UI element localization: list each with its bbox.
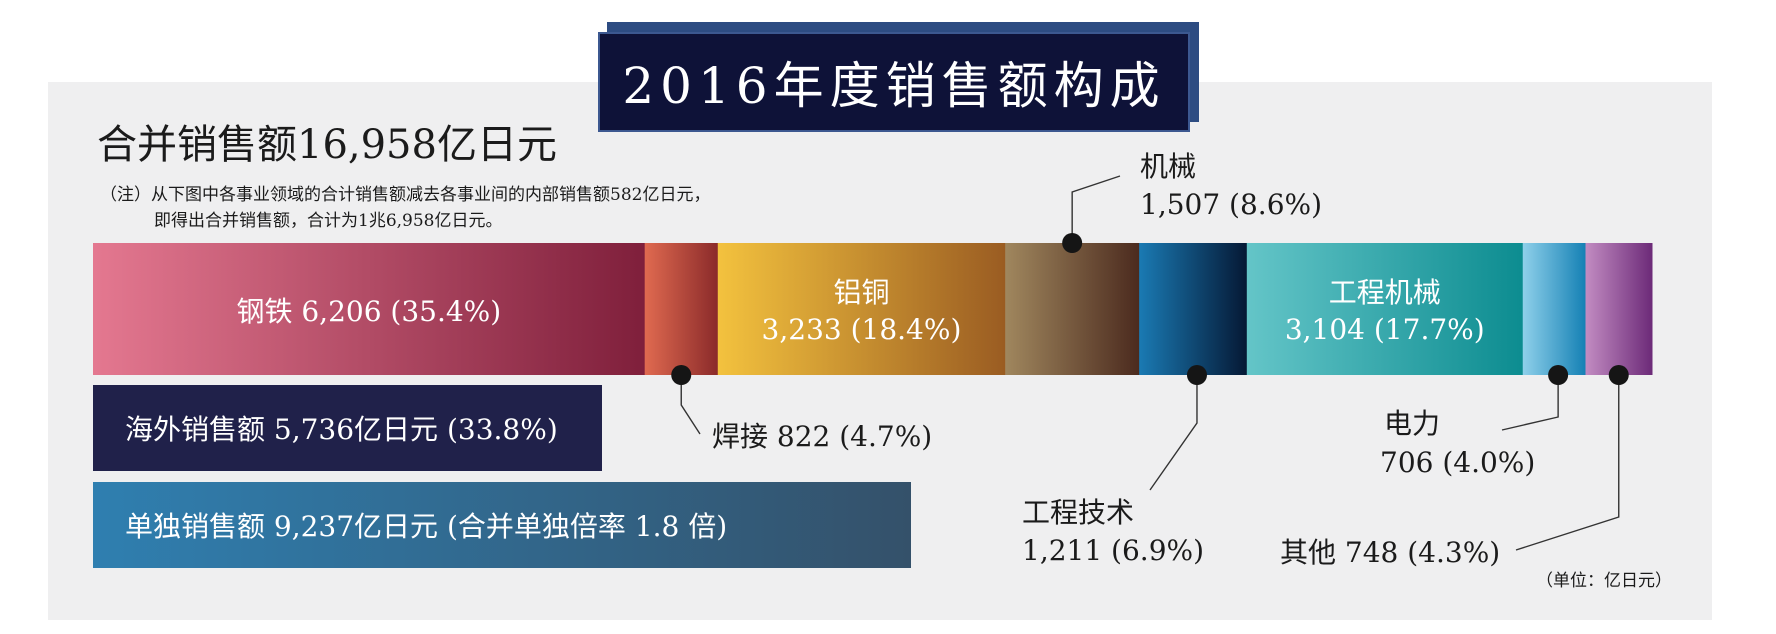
data-label-electric-power-name: 电力 [1384, 407, 1440, 440]
data-label-construction-machinery-value: 3,104 (17.7%) [1285, 313, 1485, 346]
marker-dot-engineering [1186, 365, 1207, 385]
bar-segment-other [1585, 243, 1653, 375]
note-line-1: （注）从下图中各事业领域的合计销售额减去各事业间的内部销售额582亿日元， [100, 185, 711, 205]
data-label-aluminum-copper-name: 铝铜 [833, 276, 889, 309]
standalone-sales-text: 单独销售额 9,237亿日元 (合并单独倍率 1.8 倍) [125, 510, 728, 543]
leader-line-other [1515, 375, 1620, 551]
marker-dot-electric-power [1548, 365, 1569, 385]
data-label-aluminum-copper-value: 3,233 (18.4%) [762, 313, 962, 346]
bar-segment-machinery [1005, 243, 1140, 375]
marker-dot-welding [671, 365, 692, 385]
data-label-steel: 钢铁 6,206 (35.4%) [236, 295, 501, 328]
overseas-sales-text: 海外销售额 5,736亿日元 (33.8%) [125, 413, 558, 446]
data-label-engineering-value: 1,211 (6.9%) [1022, 534, 1204, 567]
bar-segment-engineering [1139, 243, 1248, 375]
bar-segment-aluminum-copper [717, 243, 1006, 375]
leader-line-machinery [1071, 175, 1121, 243]
overseas-sales-box: 海外销售额 5,736亿日元 (33.8%) [93, 385, 602, 471]
leader-line-electric-power [1501, 375, 1559, 431]
title-banner: 2016年度销售额构成 [598, 32, 1190, 132]
bar-segment-construction-machinery [1246, 243, 1524, 375]
data-label-machinery-name: 机械 [1140, 150, 1196, 183]
unit-label: （单位：亿日元） [1536, 571, 1672, 591]
data-label-welding: 焊接 822 (4.7%) [712, 420, 932, 453]
note-line-2: 即得出合并销售额，合计为1兆6,958亿日元。 [154, 211, 503, 231]
data-label-other: 其他 748 (4.3%) [1280, 536, 1500, 569]
leader-line-engineering [1149, 375, 1198, 491]
bar-segment-electric-power [1522, 243, 1587, 375]
total-sales-heading: 合并销售额16,958亿日元 [97, 122, 557, 168]
bar-segment-steel [93, 243, 646, 375]
data-label-engineering-name: 工程技术 [1022, 496, 1134, 529]
data-label-electric-power-value: 706 (4.0%) [1380, 446, 1535, 479]
marker-dot-other [1608, 365, 1629, 385]
standalone-sales-box: 单独销售额 9,237亿日元 (合并单独倍率 1.8 倍) [93, 482, 911, 568]
bar-segment-welding [644, 243, 719, 375]
data-label-construction-machinery-name: 工程机械 [1329, 276, 1441, 309]
chart-title: 2016年度销售额构成 [622, 57, 1166, 115]
data-label-machinery-value: 1,507 (8.6%) [1140, 188, 1322, 221]
marker-dot-machinery [1062, 233, 1083, 253]
